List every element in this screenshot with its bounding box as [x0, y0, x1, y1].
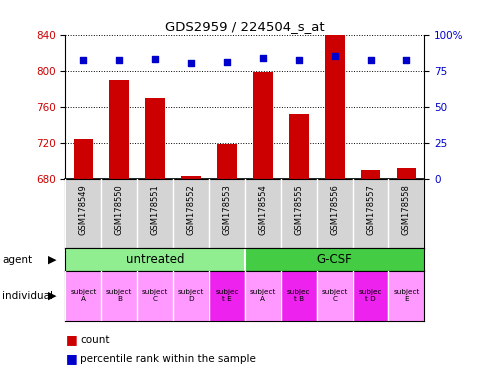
Text: GSM178549: GSM178549: [79, 184, 88, 235]
Text: untreated: untreated: [126, 253, 184, 266]
Text: ■: ■: [65, 333, 77, 346]
Text: subject
C: subject C: [321, 289, 347, 301]
Text: GSM178555: GSM178555: [294, 184, 302, 235]
Text: percentile rank within the sample: percentile rank within the sample: [80, 354, 256, 364]
Bar: [101, 179, 137, 248]
Text: subject
B: subject B: [106, 289, 132, 301]
Text: GSM178558: GSM178558: [401, 184, 410, 235]
Bar: [316, 179, 352, 248]
Text: GSM178554: GSM178554: [258, 184, 267, 235]
Bar: [74, 139, 93, 179]
Bar: [244, 248, 424, 271]
Bar: [280, 271, 316, 321]
Text: subject
A: subject A: [70, 289, 96, 301]
Point: [402, 58, 409, 64]
Bar: [360, 170, 379, 179]
Bar: [388, 179, 424, 248]
Text: ▶: ▶: [47, 255, 56, 265]
Point: [330, 53, 338, 59]
Bar: [209, 271, 244, 321]
Text: G-CSF: G-CSF: [316, 253, 352, 266]
Point: [151, 56, 159, 62]
Text: subject
D: subject D: [178, 289, 204, 301]
Bar: [209, 179, 244, 248]
Point: [187, 60, 195, 66]
Text: individual: individual: [2, 291, 53, 301]
Bar: [137, 179, 173, 248]
Bar: [244, 179, 280, 248]
Point: [223, 59, 230, 65]
Text: subject
E: subject E: [393, 289, 419, 301]
Bar: [217, 144, 236, 179]
Bar: [316, 271, 352, 321]
Bar: [109, 79, 129, 179]
Bar: [244, 271, 280, 321]
Bar: [253, 72, 272, 179]
Bar: [396, 168, 415, 179]
Bar: [181, 176, 200, 179]
Title: GDS2959 / 224504_s_at: GDS2959 / 224504_s_at: [165, 20, 324, 33]
Bar: [324, 35, 344, 179]
Bar: [173, 179, 209, 248]
Text: GSM178556: GSM178556: [330, 184, 338, 235]
Text: GSM178550: GSM178550: [115, 184, 123, 235]
Text: GSM178557: GSM178557: [365, 184, 374, 235]
Text: GSM178552: GSM178552: [186, 184, 195, 235]
Bar: [65, 271, 101, 321]
Bar: [65, 179, 101, 248]
Bar: [280, 179, 316, 248]
Bar: [288, 114, 308, 179]
Point: [115, 58, 123, 64]
Text: subjec
t B: subjec t B: [287, 289, 310, 301]
Bar: [137, 271, 173, 321]
Bar: [101, 271, 137, 321]
Text: subjec
t E: subjec t E: [215, 289, 238, 301]
Text: ■: ■: [65, 353, 77, 366]
Text: count: count: [80, 335, 109, 345]
Bar: [173, 271, 209, 321]
Text: subject
C: subject C: [142, 289, 168, 301]
Bar: [388, 271, 424, 321]
Bar: [65, 248, 244, 271]
Point: [79, 58, 87, 64]
Text: subjec
t D: subjec t D: [358, 289, 381, 301]
Text: GSM178553: GSM178553: [222, 184, 231, 235]
Point: [366, 58, 374, 64]
Text: subject
A: subject A: [249, 289, 275, 301]
Bar: [145, 98, 165, 179]
Point: [294, 58, 302, 64]
Point: [258, 55, 266, 61]
Text: GSM178551: GSM178551: [151, 184, 159, 235]
Text: agent: agent: [2, 255, 32, 265]
Bar: [352, 271, 388, 321]
Bar: [352, 179, 388, 248]
Text: ▶: ▶: [47, 291, 56, 301]
